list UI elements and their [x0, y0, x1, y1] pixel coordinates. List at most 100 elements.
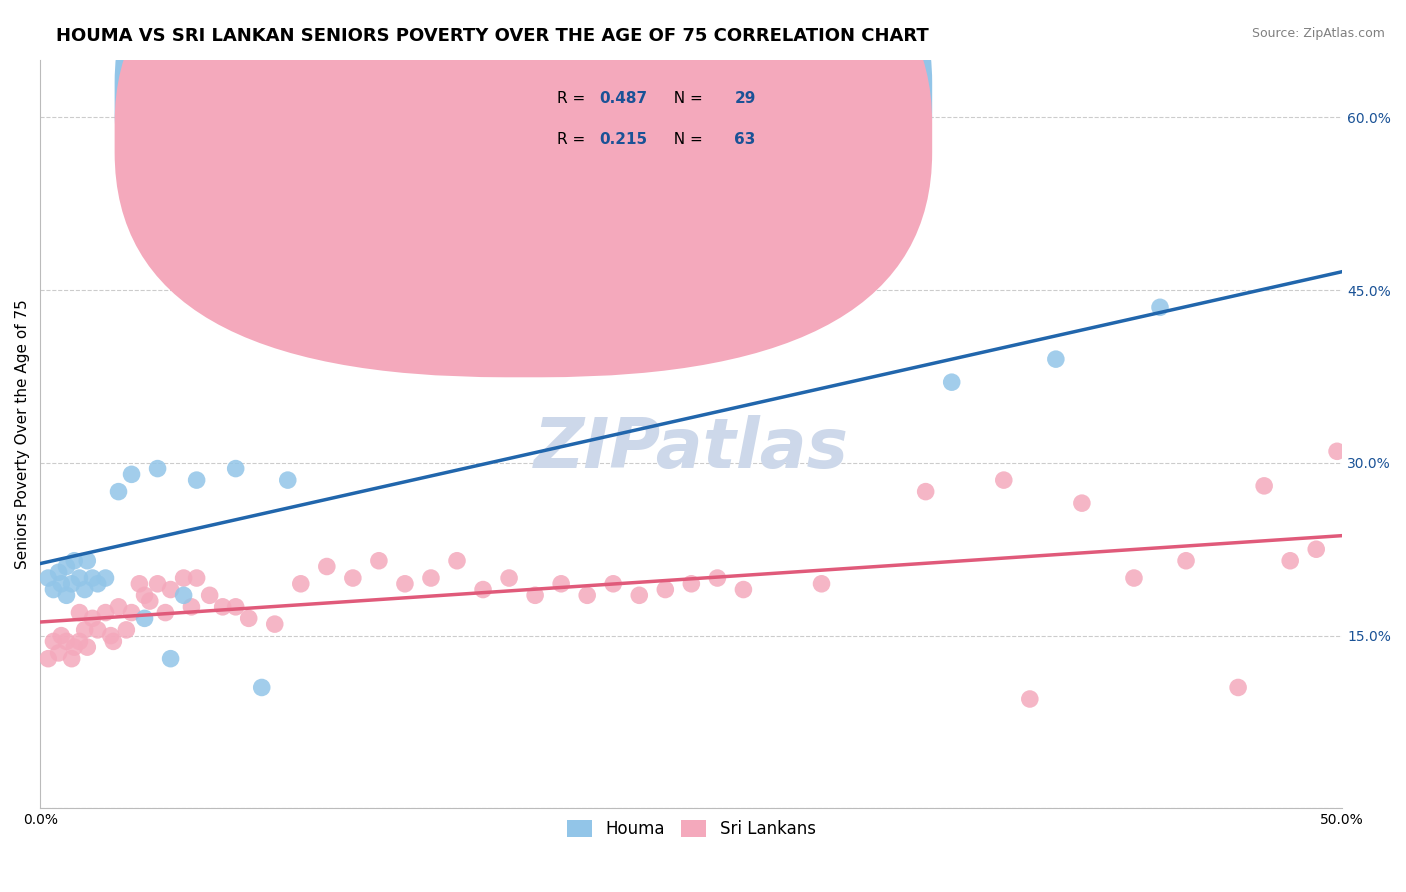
Point: [121, 467, 143, 482]
Point: [290, 576, 312, 591]
Point: [134, 611, 156, 625]
Point: [1149, 301, 1171, 315]
Point: [134, 588, 156, 602]
FancyBboxPatch shape: [477, 67, 848, 169]
Point: [73, 582, 96, 597]
Point: [733, 582, 755, 597]
Point: [342, 571, 364, 585]
Point: [100, 629, 122, 643]
Point: [94, 606, 117, 620]
Point: [37, 651, 59, 665]
Point: [681, 576, 703, 591]
Point: [1123, 571, 1146, 585]
Point: [1279, 554, 1302, 568]
Point: [810, 576, 832, 591]
Point: [180, 599, 202, 614]
Text: 63: 63: [734, 132, 755, 146]
Text: N =: N =: [664, 91, 707, 106]
Point: [159, 651, 181, 665]
Text: R =: R =: [557, 132, 591, 146]
Point: [1045, 352, 1067, 367]
Point: [173, 588, 195, 602]
Point: [191, 277, 214, 292]
Legend: Houma, Sri Lankans: Houma, Sri Lankans: [560, 814, 823, 845]
Point: [107, 599, 129, 614]
Point: [139, 594, 162, 608]
Point: [1305, 542, 1327, 557]
Point: [914, 484, 936, 499]
Point: [69, 571, 91, 585]
Point: [211, 599, 233, 614]
Point: [63, 554, 86, 568]
Point: [51, 629, 73, 643]
Point: [146, 576, 169, 591]
Point: [155, 606, 177, 620]
Point: [55, 634, 77, 648]
Point: [277, 473, 299, 487]
Point: [121, 606, 143, 620]
FancyBboxPatch shape: [115, 0, 932, 337]
Point: [69, 606, 91, 620]
Point: [42, 582, 65, 597]
Point: [48, 646, 70, 660]
Point: [42, 634, 65, 648]
Point: [63, 640, 86, 655]
Point: [103, 634, 125, 648]
Text: ZIPatlas: ZIPatlas: [534, 416, 849, 483]
Point: [706, 571, 728, 585]
Text: N =: N =: [664, 132, 707, 146]
Point: [628, 588, 651, 602]
Text: R =: R =: [557, 91, 591, 106]
Y-axis label: Seniors Poverty Over the Age of 75: Seniors Poverty Over the Age of 75: [15, 299, 30, 569]
Point: [159, 582, 181, 597]
Point: [186, 473, 208, 487]
Point: [654, 582, 676, 597]
Point: [225, 461, 247, 475]
Point: [1253, 479, 1275, 493]
Point: [146, 461, 169, 475]
Text: Source: ZipAtlas.com: Source: ZipAtlas.com: [1251, 27, 1385, 40]
Point: [86, 623, 108, 637]
Point: [1070, 496, 1092, 510]
Point: [1227, 681, 1250, 695]
Text: 29: 29: [734, 91, 755, 106]
Point: [198, 588, 221, 602]
Point: [472, 582, 495, 597]
Point: [48, 566, 70, 580]
Text: 0.487: 0.487: [599, 91, 647, 106]
Point: [550, 576, 572, 591]
Point: [37, 571, 59, 585]
Point: [1175, 554, 1198, 568]
Point: [76, 554, 98, 568]
Point: [250, 681, 273, 695]
Point: [82, 611, 104, 625]
Point: [198, 283, 221, 297]
Point: [602, 576, 624, 591]
Point: [94, 571, 117, 585]
Point: [394, 576, 416, 591]
Point: [73, 623, 96, 637]
Point: [263, 617, 285, 632]
Point: [941, 375, 963, 389]
Point: [993, 473, 1015, 487]
FancyBboxPatch shape: [115, 0, 932, 377]
Point: [1326, 444, 1348, 458]
Point: [86, 576, 108, 591]
Point: [238, 611, 260, 625]
Point: [576, 588, 599, 602]
Point: [367, 554, 389, 568]
Point: [55, 559, 77, 574]
Point: [498, 571, 520, 585]
Point: [107, 484, 129, 499]
Point: [55, 588, 77, 602]
Text: 0.215: 0.215: [599, 132, 647, 146]
Point: [115, 623, 138, 637]
Point: [225, 599, 247, 614]
Point: [446, 554, 468, 568]
Point: [315, 559, 337, 574]
Point: [60, 576, 83, 591]
Point: [69, 634, 91, 648]
Point: [173, 571, 195, 585]
Text: HOUMA VS SRI LANKAN SENIORS POVERTY OVER THE AGE OF 75 CORRELATION CHART: HOUMA VS SRI LANKAN SENIORS POVERTY OVER…: [56, 27, 929, 45]
Point: [186, 571, 208, 585]
